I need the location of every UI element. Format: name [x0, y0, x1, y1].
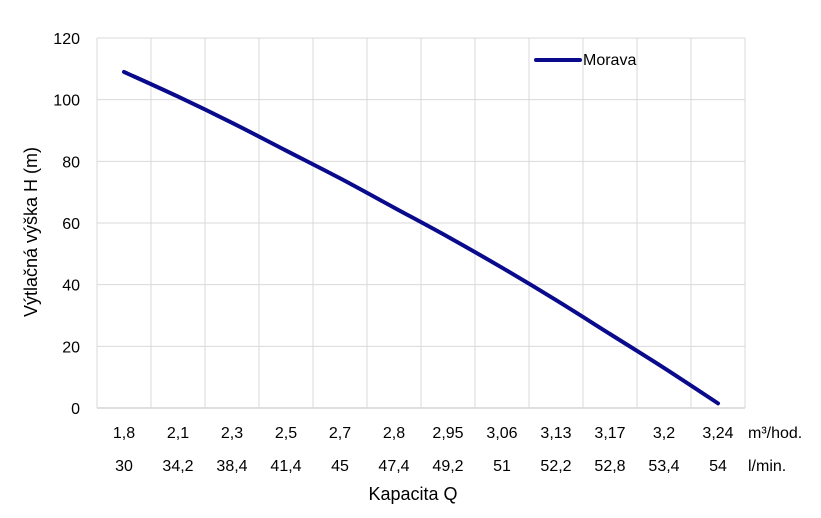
- x-tick-label-secondary: 34,2: [162, 458, 193, 475]
- legend: Morava: [534, 52, 636, 69]
- x-tick-label-secondary: 51: [493, 458, 511, 475]
- x-tick-label-primary: 3,13: [540, 425, 571, 442]
- y-tick-label: 0: [71, 401, 80, 418]
- x-tick-label-secondary: 38,4: [216, 458, 247, 475]
- x-tick-label-secondary: 47,4: [378, 458, 409, 475]
- x-tick-label-secondary: 49,2: [432, 458, 463, 475]
- y-tick-label: 40: [62, 278, 80, 295]
- y-tick-label: 120: [53, 31, 80, 48]
- x-tick-label-primary: 3,2: [653, 425, 675, 442]
- x-tick-label-secondary: 30: [115, 458, 133, 475]
- x-tick-label-secondary: 53,4: [648, 458, 679, 475]
- series-group: [122, 69, 720, 406]
- x-tick-label-primary: 3,06: [486, 425, 517, 442]
- y-tick-label: 20: [62, 339, 80, 356]
- x-tick-labels-secondary: 30 34,2 38,4 41,4 45 47,4 49,2 51 52,2 52,8 53,4 54: [115, 458, 727, 475]
- x-tick-label-primary: 2,8: [383, 425, 405, 442]
- x-tick-label-primary: 2,1: [167, 425, 189, 442]
- x-tick-label-primary: 3,17: [594, 425, 625, 442]
- x-tick-label-primary: 2,3: [221, 425, 243, 442]
- series-line-morava: [122, 69, 720, 406]
- x-tick-label-primary: 1,8: [113, 425, 135, 442]
- y-tick-labels: 0 20 40 60 80 100 120: [53, 31, 80, 418]
- x-unit-primary: m³/hod.: [748, 425, 802, 442]
- y-axis-title: Výtlačná výška H (m): [21, 147, 41, 317]
- x-tick-label-secondary: 41,4: [270, 458, 301, 475]
- x-tick-label-primary: 2,95: [432, 425, 463, 442]
- legend-label-morava: Morava: [583, 52, 636, 69]
- x-unit-secondary: l/min.: [748, 458, 786, 475]
- x-tick-label-primary: 2,5: [275, 425, 297, 442]
- x-tick-labels-primary: 1,8 2,1 2,3 2,5 2,7 2,8 2,95 3,06 3,13 3,17 3,2 3,2…: [113, 425, 734, 442]
- x-tick-label-secondary: 52,2: [540, 458, 571, 475]
- y-tick-label: 80: [62, 154, 80, 171]
- x-tick-label-secondary: 54: [709, 458, 727, 475]
- x-tick-label-primary: 2,7: [329, 425, 351, 442]
- y-tick-label: 100: [53, 93, 80, 110]
- x-tick-label-secondary: 45: [331, 458, 349, 475]
- y-tick-label: 60: [62, 216, 80, 233]
- x-tick-label-secondary: 52,8: [594, 458, 625, 475]
- x-axis-title: Kapacita Q: [368, 484, 457, 504]
- x-tick-label-primary: 3,24: [702, 425, 733, 442]
